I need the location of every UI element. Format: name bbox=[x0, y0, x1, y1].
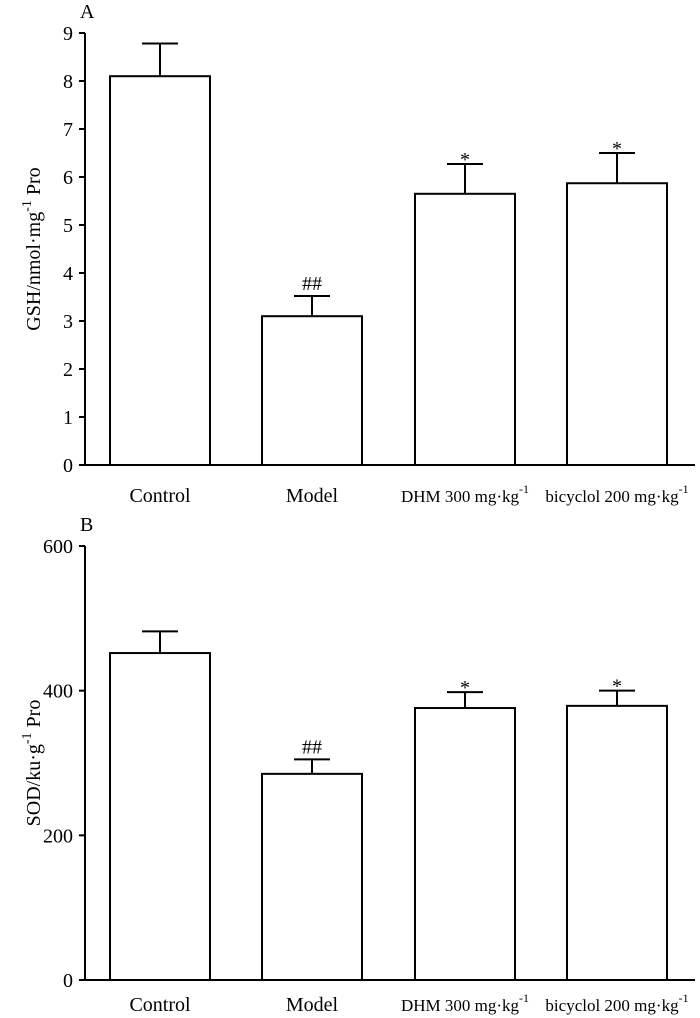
bar-2 bbox=[261, 772, 363, 981]
y-tick-label: 200 bbox=[43, 825, 73, 847]
x-category-label: Model bbox=[286, 485, 339, 507]
bar-4 bbox=[566, 182, 668, 467]
y-tick-label: 600 bbox=[43, 536, 73, 558]
y-tick-label: 5 bbox=[63, 215, 73, 237]
bar-3 bbox=[414, 192, 516, 467]
significance-mark: * bbox=[612, 138, 622, 160]
bar-1 bbox=[109, 75, 211, 466]
y-tick-label: 7 bbox=[63, 119, 73, 141]
y-tick-label: 2 bbox=[63, 359, 73, 381]
x-category-label: bicyclol 200 mg·kg-1 bbox=[545, 482, 688, 506]
y-tick-label: 1 bbox=[63, 407, 73, 429]
y-axis-label: GSH/nmol·mg-1 Pro bbox=[20, 167, 45, 330]
significance-mark: * bbox=[612, 676, 622, 698]
x-category-label: DHM 300 mg·kg-1 bbox=[401, 482, 529, 506]
y-tick-label: 6 bbox=[63, 167, 73, 189]
bar-4 bbox=[566, 704, 668, 982]
y-tick-label: 8 bbox=[63, 71, 73, 93]
x-category-label: Model bbox=[286, 994, 339, 1016]
bar-3 bbox=[414, 707, 516, 981]
x-category-label: DHM 300 mg·kg-1 bbox=[401, 991, 529, 1015]
significance-mark: ## bbox=[302, 736, 322, 758]
bar-2 bbox=[261, 315, 363, 467]
significance-mark: ## bbox=[302, 273, 322, 295]
y-tick-label: 4 bbox=[63, 263, 73, 285]
panel-label: B bbox=[80, 514, 93, 536]
x-category-label: Control bbox=[129, 485, 191, 507]
chart-panel-a: A 0 1 2 3 4 5 6 7 8 9 GSH/nmol·mg-1 Pro Control ## Mod… bbox=[20, 1, 695, 507]
significance-mark: * bbox=[460, 149, 470, 171]
x-category-label: Control bbox=[129, 994, 191, 1016]
chart-panel-b: B 0 200 400 600 SOD/ku·g-1 Pro Control ## Model *… bbox=[20, 514, 695, 1016]
y-tick-label: 400 bbox=[43, 681, 73, 703]
bar-1 bbox=[109, 652, 211, 981]
y-tick-label: 0 bbox=[63, 970, 73, 992]
y-tick-label: 0 bbox=[63, 455, 73, 477]
y-tick-label: 9 bbox=[63, 23, 73, 45]
x-category-label: bicyclol 200 mg·kg-1 bbox=[545, 991, 688, 1015]
y-axis-label: SOD/ku·g-1 Pro bbox=[20, 700, 45, 827]
y-tick-label: 3 bbox=[63, 311, 73, 333]
significance-mark: * bbox=[460, 677, 470, 699]
panel-label: A bbox=[80, 1, 95, 23]
